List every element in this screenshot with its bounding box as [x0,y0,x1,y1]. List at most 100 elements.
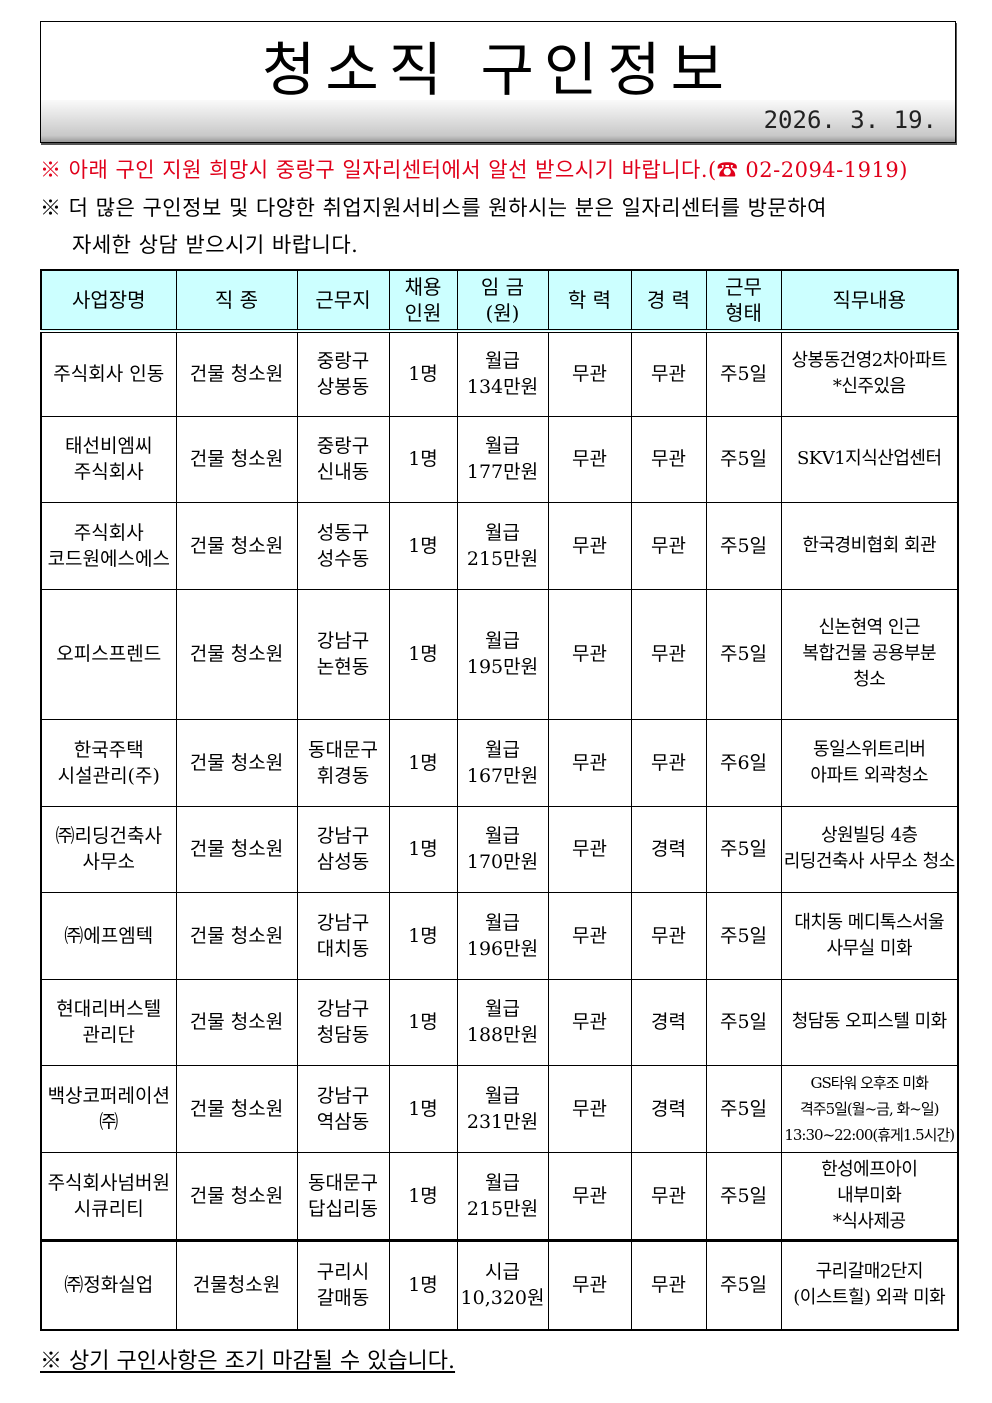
cell-job-type: 건물 청소원 [175,330,298,417]
cell-wage: 월급 134만원 [456,330,549,417]
cell-duties: 한성에프아이 내부미화 *식사제공 [780,1151,959,1241]
cell-education: 무관 [547,1238,632,1331]
cell-openings: 1명 [388,415,458,503]
cell-experience: 무관 [630,588,707,720]
cell-location: 강남구 삼성동 [296,805,390,893]
cell-company: 태선비엠씨 주식회사 [40,415,177,503]
notice-visit-center: ※ 더 많은 구인정보 및 다양한 취업지원서비스를 원하시는 분은 일자리센터… [40,196,827,220]
header-work-schedule: 근무 형태 [705,269,782,333]
cell-location: 강남구 역삼동 [296,1064,390,1153]
cell-work-schedule: 주5일 [705,891,782,980]
table-row: ㈜리딩건축사 사무소 건물 청소원 강남구 삼성동 1명 월급 170만원 무관 경력 주5일… [40,805,959,893]
footer-note-text: ※ 상기 구인사항은 조기 마감될 수 있습니다. [40,1349,456,1374]
cell-company: ㈜에프엠텍 [40,891,177,980]
cell-duties: 신논현역 인근 복합건물 공용부분 청소 [780,588,959,720]
cell-location: 구리시 갈매동 [296,1238,390,1331]
cell-company: 주식회사넘버원 시큐리티 [40,1151,177,1241]
cell-job-type: 건물 청소원 [175,415,298,503]
cell-duties: 상원빌딩 4층 리딩건축사 사무소 청소 [780,805,959,893]
header-company: 사업장명 [40,269,177,333]
cell-job-type: 건물 청소원 [175,501,298,590]
cell-job-type: 건물 청소원 [175,978,298,1066]
cell-location: 강남구 대치동 [296,891,390,980]
cell-job-type: 건물 청소원 [175,891,298,980]
cell-openings: 1명 [388,891,458,980]
cell-company: 주식회사 코드원에스에스 [40,501,177,590]
cell-location: 중랑구 상봉동 [296,330,390,417]
cell-company: 주식회사 인동 [40,330,177,417]
cell-location: 강남구 논현동 [296,588,390,720]
cell-experience: 무관 [630,415,707,503]
cell-duties: GS타워 오후조 미화 격주5일(월~금, 화~일) 13:30~22:00(휴… [780,1064,959,1153]
cell-work-schedule: 주5일 [705,1064,782,1153]
cell-wage: 월급 170만원 [456,805,549,893]
cell-openings: 1명 [388,978,458,1066]
cell-duties: SKV1지식산업센터 [780,415,959,503]
cell-experience: 무관 [630,1151,707,1241]
cell-work-schedule: 주5일 [705,805,782,893]
cell-openings: 1명 [388,330,458,417]
cell-experience: 무관 [630,718,707,807]
cell-work-schedule: 주5일 [705,330,782,417]
cell-work-schedule: 주5일 [705,1151,782,1241]
header-wage: 임 금 (원) [456,269,549,333]
notice-referral: ※ 아래 구인 지원 희망시 중랑구 일자리센터에서 알선 받으시기 바랍니다.… [40,158,908,182]
cell-experience: 무관 [630,330,707,417]
table-row: 오피스프렌드 건물 청소원 강남구 논현동 1명 월급 195만원 무관 무관 주5일 신논현역… [40,588,959,720]
page-title: 청소직 구인정보 [262,36,734,104]
cell-location: 중랑구 신내동 [296,415,390,503]
cell-job-type: 건물 청소원 [175,718,298,807]
cell-company: ㈜리딩건축사 사무소 [40,805,177,893]
header-openings: 채용 인원 [388,269,458,333]
table-row: 주식회사넘버원 시큐리티 건물 청소원 동대문구 답십리동 1명 월급 215만원 무관 무… [40,1151,959,1241]
cell-education: 무관 [547,891,632,980]
cell-duties: 한국경비협회 회관 [780,501,959,590]
header-experience: 경 력 [630,269,707,333]
cell-experience: 무관 [630,501,707,590]
footer-note: ※ 상기 구인사항은 조기 마감될 수 있습니다. [40,1343,455,1375]
cell-job-type: 건물청소원 [175,1238,298,1331]
cell-company: 오피스프렌드 [40,588,177,720]
cell-work-schedule: 주5일 [705,415,782,503]
cell-wage: 월급 188만원 [456,978,549,1066]
table-row: 태선비엠씨 주식회사 건물 청소원 중랑구 신내동 1명 월급 177만원 무관 무관 주5일… [40,415,959,503]
cell-work-schedule: 주5일 [705,501,782,590]
cell-job-type: 건물 청소원 [175,1064,298,1153]
cell-wage: 월급 215만원 [456,1151,549,1241]
cell-education: 무관 [547,501,632,590]
cell-work-schedule: 주5일 [705,978,782,1066]
cell-education: 무관 [547,805,632,893]
table-row: 한국주택 시설관리(주) 건물 청소원 동대문구 휘경동 1명 월급 167만원 무관 무관… [40,718,959,807]
cell-openings: 1명 [388,1064,458,1153]
cell-duties: 동일스위트리버 아파트 외곽청소 [780,718,959,807]
cell-work-schedule: 주5일 [705,588,782,720]
cell-duties: 상봉동건영2차아파트 *신주있음 [780,330,959,417]
cell-company: 한국주택 시설관리(주) [40,718,177,807]
cell-company: 현대리버스텔 관리단 [40,978,177,1066]
header-education: 학 력 [547,269,632,333]
cell-location: 동대문구 휘경동 [296,718,390,807]
cell-openings: 1명 [388,718,458,807]
cell-work-schedule: 주5일 [705,1238,782,1331]
cell-location: 강남구 청담동 [296,978,390,1066]
cell-wage: 월급 195만원 [456,588,549,720]
cell-openings: 1명 [388,501,458,590]
cell-experience: 경력 [630,978,707,1066]
cell-job-type: 건물 청소원 [175,588,298,720]
header-job-type: 직 종 [175,269,298,333]
cell-openings: 1명 [388,1151,458,1241]
cell-education: 무관 [547,415,632,503]
table-row: ㈜정화실업 건물청소원 구리시 갈매동 1명 시급 10,320원 무관 무관 주5일 구리갈매… [40,1238,959,1331]
cell-wage: 시급 10,320원 [456,1238,549,1331]
cell-job-type: 건물 청소원 [175,1151,298,1241]
cell-duties: 청담동 오피스텔 미화 [780,978,959,1066]
table-row: 주식회사 인동 건물 청소원 중랑구 상봉동 1명 월급 134만원 무관 무관 주5일 상봉동… [40,330,959,417]
cell-education: 무관 [547,588,632,720]
cell-education: 무관 [547,1151,632,1241]
cell-experience: 경력 [630,805,707,893]
cell-duties: 대치동 메디톡스서울 사무실 미화 [780,891,959,980]
cell-work-schedule: 주6일 [705,718,782,807]
document-date: 2026. 3. 19. [763,106,937,134]
